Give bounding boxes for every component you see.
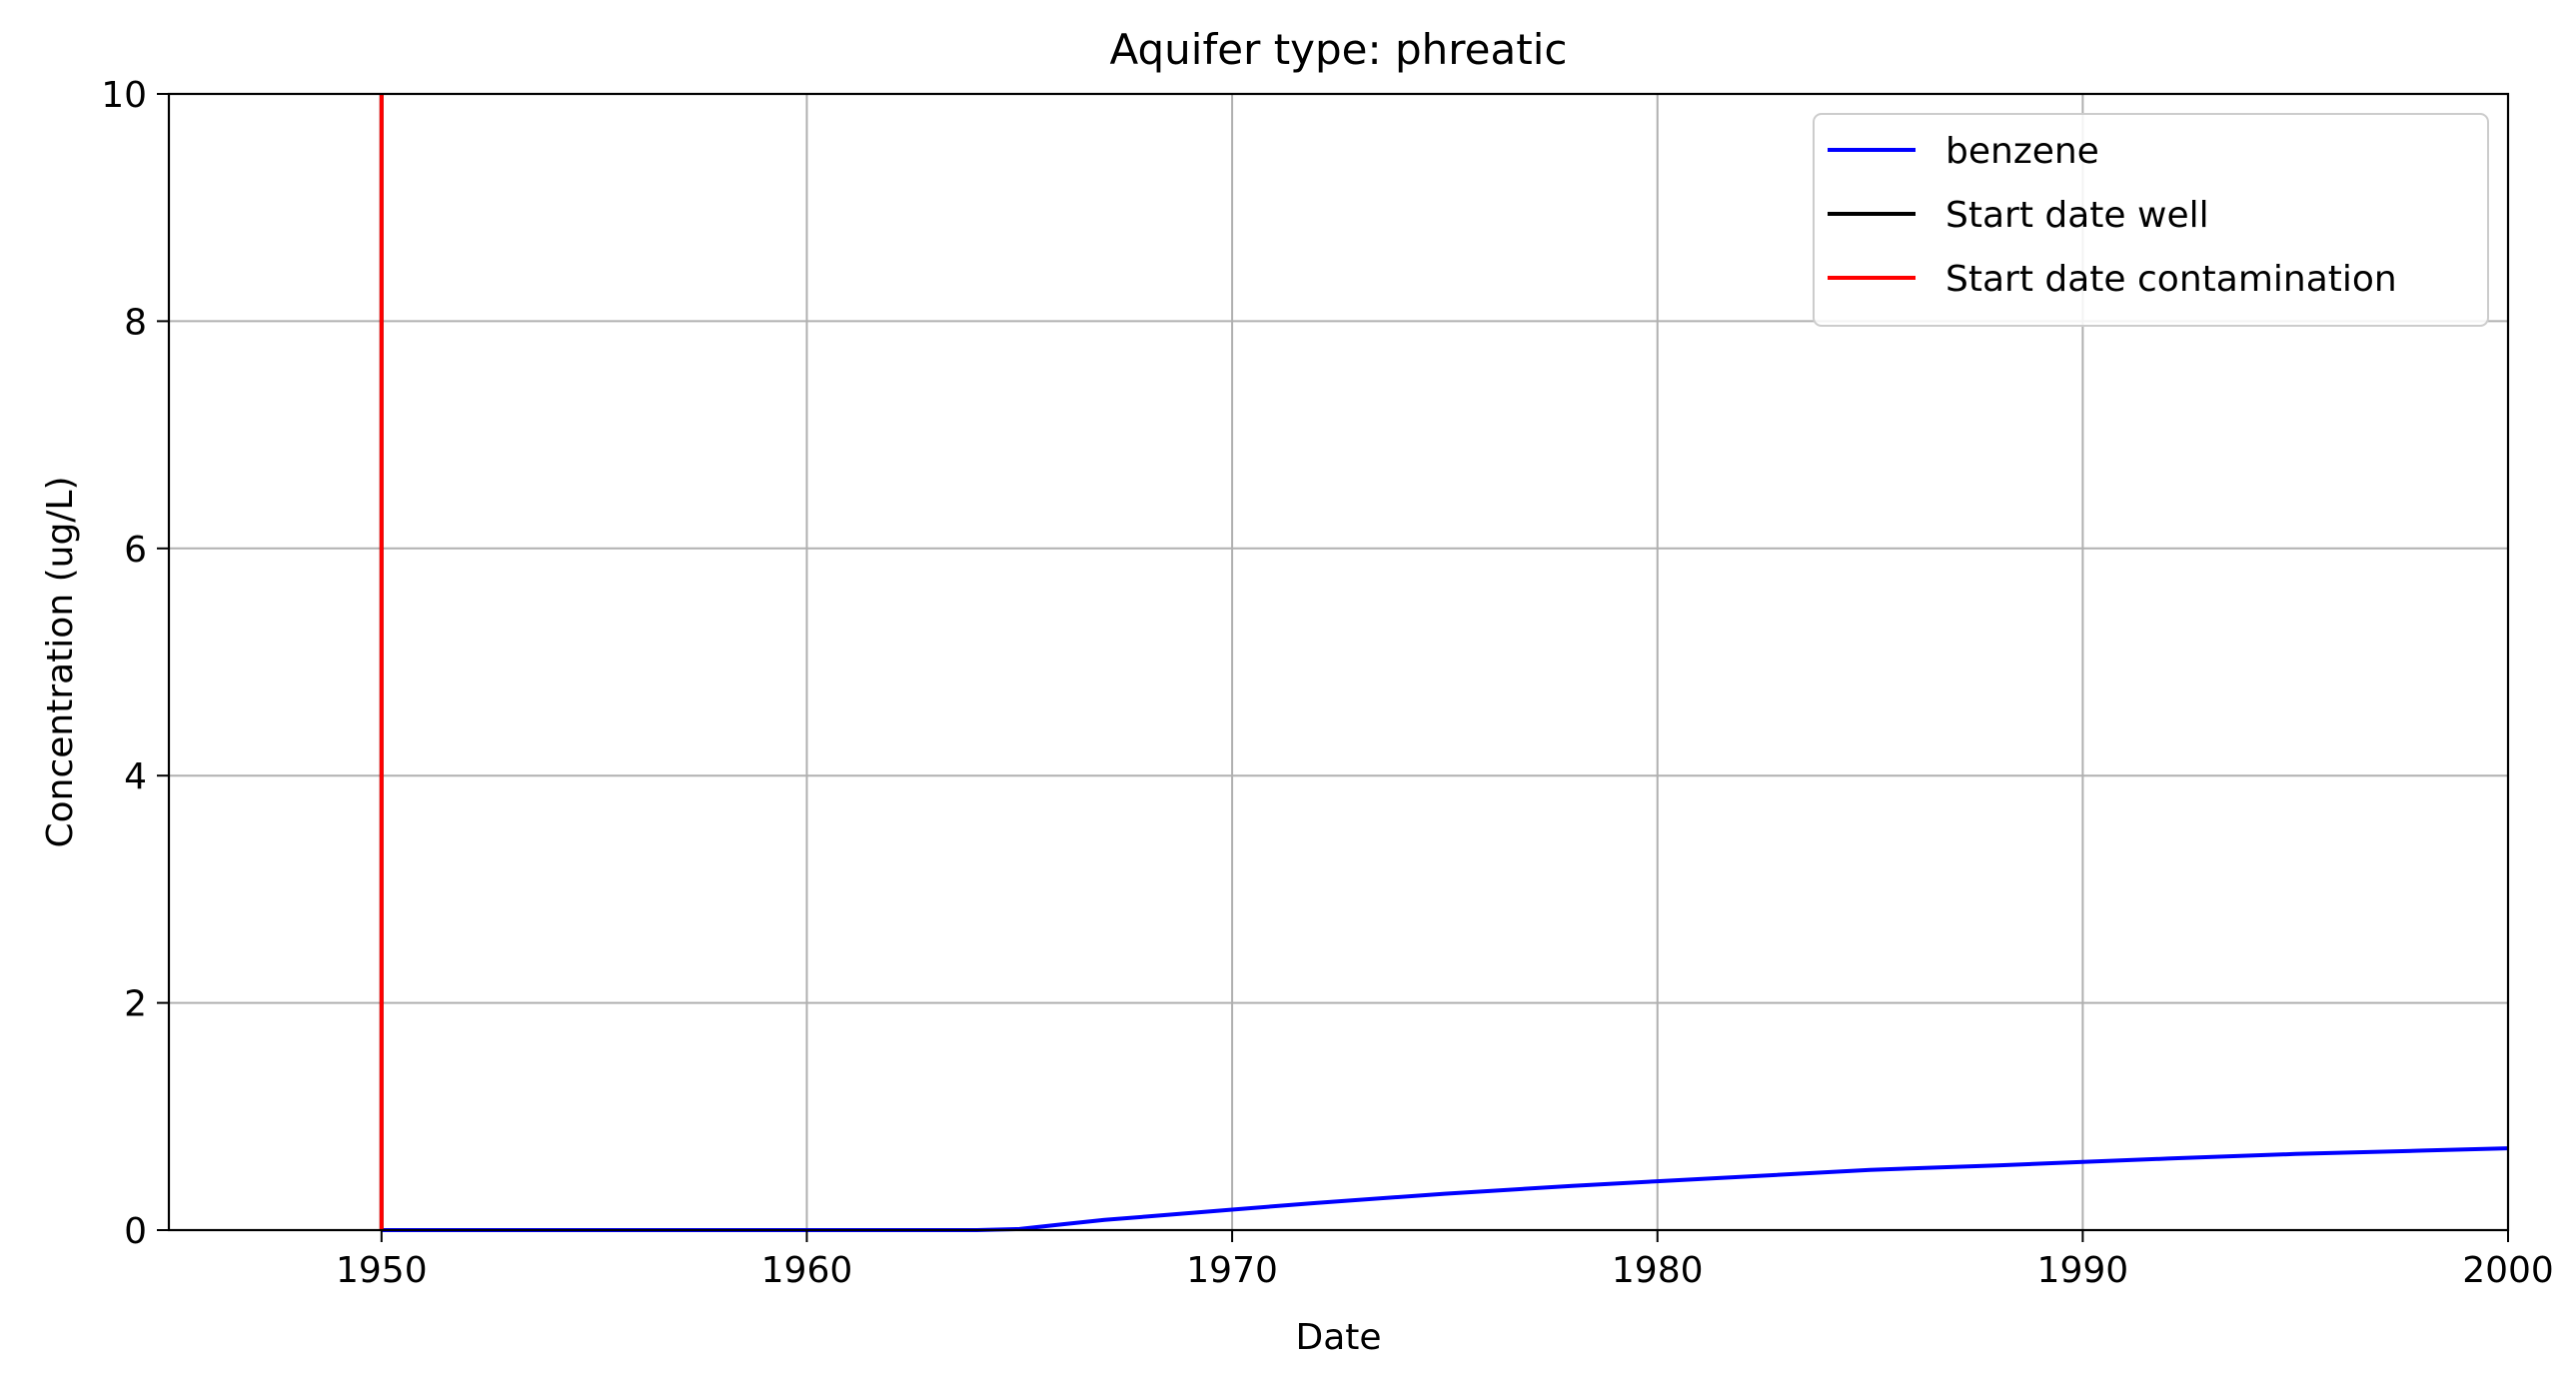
y-axis-label: Concentration (ug/L) bbox=[40, 476, 81, 847]
y-tick-label: 4 bbox=[124, 756, 147, 797]
x-tick-label: 1980 bbox=[1612, 1250, 1704, 1291]
x-tick-label: 1950 bbox=[336, 1250, 428, 1291]
x-tick-label: 1990 bbox=[2037, 1250, 2129, 1291]
y-tick-label: 10 bbox=[101, 75, 147, 116]
y-tick-label: 6 bbox=[124, 530, 147, 571]
y-tick-label: 2 bbox=[124, 984, 147, 1025]
ticks: 1950 1960 1970 1980 1990 2000 0 2 4 6 8 10 bbox=[101, 75, 2554, 1291]
legend: benzene Start date well Start date contami… bbox=[1813, 113, 2489, 327]
x-tick-label: 1970 bbox=[1186, 1250, 1278, 1291]
x-axis-label: Date bbox=[1295, 1317, 1381, 1358]
legend-label: benzene bbox=[1945, 131, 2099, 172]
y-tick-label: 0 bbox=[124, 1211, 147, 1252]
x-tick-label: 1960 bbox=[761, 1250, 853, 1291]
chart-title: Aquifer type: phreatic bbox=[1110, 25, 1568, 74]
x-tick-label: 2000 bbox=[2462, 1250, 2554, 1291]
y-tick-label: 8 bbox=[124, 302, 147, 343]
legend-label: Start date well bbox=[1945, 195, 2209, 236]
plot-frame bbox=[167, 92, 2510, 1232]
legend-label: Start date contamination bbox=[1945, 259, 2397, 300]
legend-box bbox=[1813, 113, 2489, 327]
